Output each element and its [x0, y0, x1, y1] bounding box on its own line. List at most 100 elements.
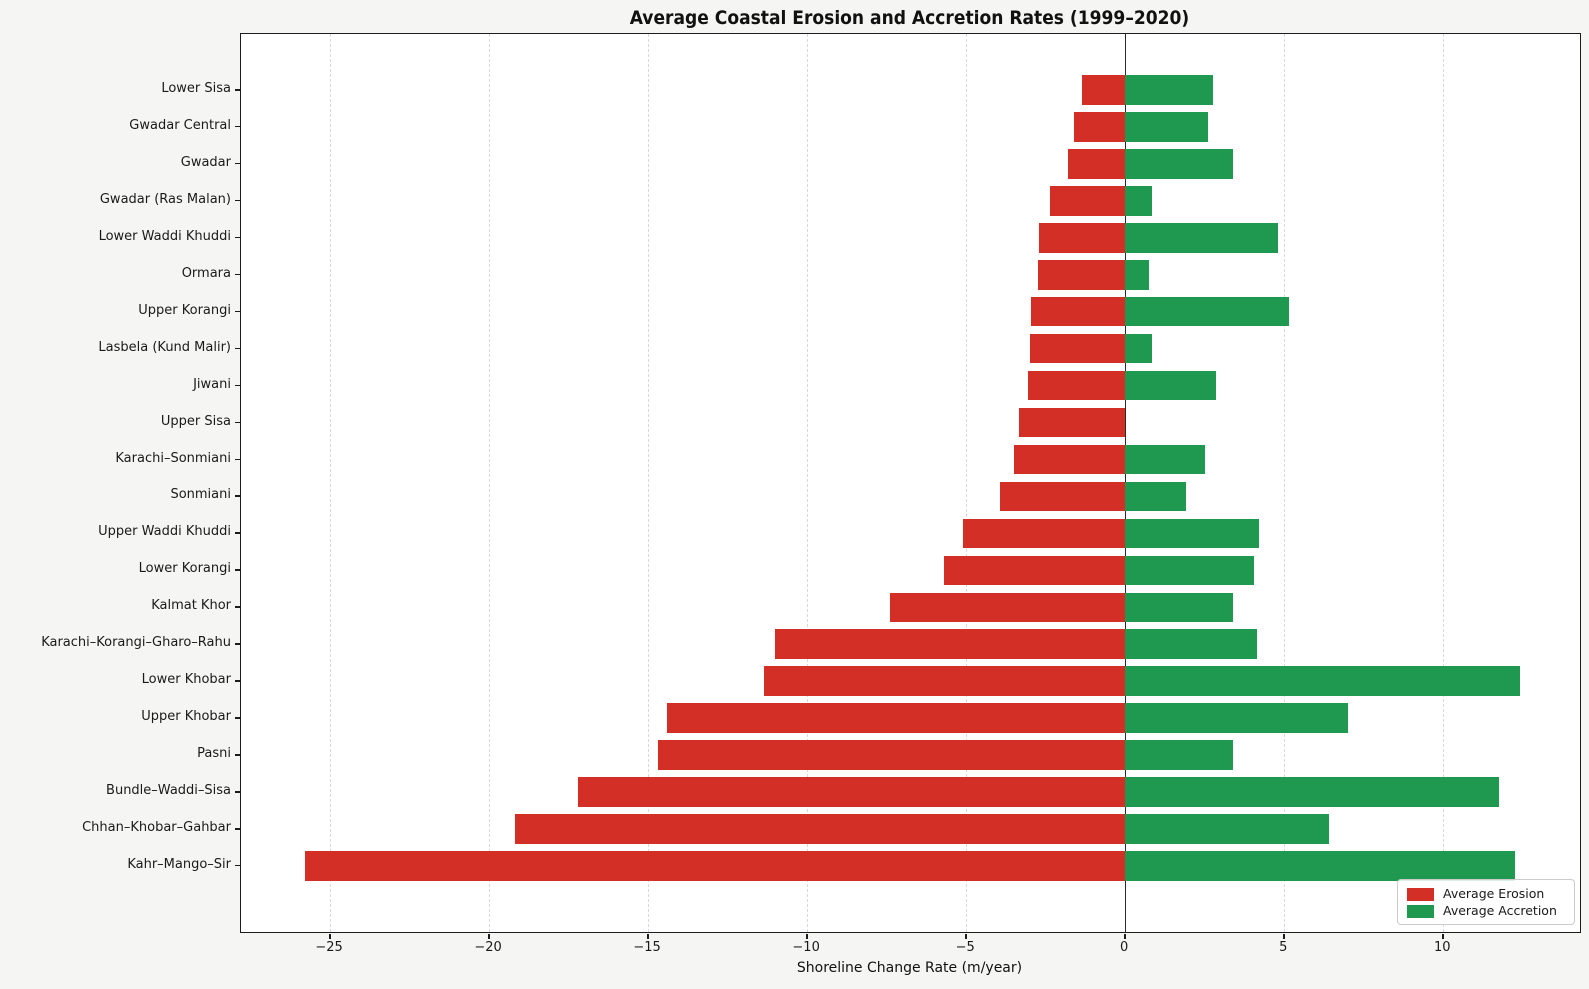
- accretion-bar: [1125, 814, 1329, 844]
- x-tick-mark: [1124, 934, 1126, 939]
- category-label: Jiwani: [193, 376, 231, 392]
- category-label: Chhan–Khobar–Gahbar: [82, 820, 231, 835]
- erosion-bar: [667, 703, 1126, 733]
- y-tick-mark: [235, 384, 240, 387]
- erosion-bar: [1082, 75, 1126, 105]
- x-tick-mark: [1283, 934, 1285, 939]
- erosion-bar: [1074, 112, 1126, 142]
- accretion-bar: [1125, 259, 1150, 290]
- accretion-bar: [1125, 149, 1234, 179]
- y-tick-mark: [235, 495, 240, 497]
- y-tick-mark: [235, 569, 240, 571]
- legend-label-erosion: Average Erosion: [1443, 886, 1545, 901]
- y-tick-mark: [235, 643, 240, 645]
- accretion-bar: [1125, 703, 1348, 733]
- erosion-bar: [1050, 186, 1126, 216]
- category-label: Upper Korangi: [138, 302, 231, 318]
- erosion-bar: [889, 592, 1126, 623]
- category-label: Lower Waddi Khuddi: [98, 228, 231, 244]
- plot-area: Average Erosion Average Accretion: [240, 33, 1581, 933]
- gridline: [1284, 34, 1286, 932]
- x-tick-label: −5: [955, 940, 975, 955]
- y-tick-mark: [235, 680, 240, 682]
- erosion-bar: [1037, 259, 1126, 290]
- x-tick-mark: [329, 934, 331, 939]
- erosion-bar: [1013, 444, 1126, 475]
- category-label: Kalmat Khor: [151, 598, 231, 614]
- category-label: Upper Sisa: [160, 413, 231, 429]
- accretion-bar: [1125, 518, 1259, 549]
- category-label: Lower Sisa: [161, 81, 231, 96]
- erosion-bar: [962, 518, 1126, 549]
- category-label: Kahr–Mango–Sir: [127, 856, 231, 872]
- accretion-bar: [1125, 296, 1289, 327]
- y-tick-mark: [235, 458, 240, 460]
- accretion-bar: [1125, 186, 1153, 216]
- legend: Average Erosion Average Accretion: [1397, 879, 1575, 925]
- category-label: Gwadar: [180, 154, 231, 170]
- y-tick-mark: [235, 532, 240, 534]
- accretion-bar: [1125, 740, 1234, 770]
- y-tick-mark: [235, 791, 240, 793]
- accretion-bar: [1125, 851, 1515, 881]
- gridline: [330, 34, 332, 932]
- accretion-bar: [1125, 629, 1258, 660]
- accretion-bar: [1125, 592, 1234, 623]
- category-label: Pasni: [197, 746, 231, 762]
- chart-title: Average Coastal Erosion and Accretion Ra…: [629, 7, 1190, 29]
- x-tick-label: 5: [1279, 940, 1288, 955]
- accretion-bar: [1125, 666, 1520, 696]
- category-label: Ormara: [181, 265, 231, 281]
- category-label: Bundle–Waddi–Sisa: [106, 783, 231, 799]
- y-tick-mark: [235, 273, 240, 276]
- erosion-bar: [304, 851, 1126, 881]
- category-label: Lower Khobar: [141, 672, 231, 688]
- x-tick-mark: [1442, 934, 1444, 939]
- accretion-bar: [1125, 481, 1186, 512]
- x-tick-label: −25: [315, 940, 343, 955]
- y-tick-mark: [235, 347, 240, 350]
- x-tick-label: 0: [1120, 940, 1129, 955]
- x-tick-mark: [488, 934, 490, 939]
- accretion-bar: [1125, 444, 1205, 475]
- gridline: [648, 34, 650, 932]
- accretion-bar: [1125, 555, 1254, 586]
- y-tick-mark: [235, 421, 240, 424]
- erosion-bar: [1029, 333, 1126, 364]
- accretion-swatch-icon: [1407, 904, 1434, 918]
- gridline: [966, 34, 968, 932]
- x-tick-mark: [806, 934, 808, 939]
- y-tick-mark: [235, 717, 240, 719]
- category-label: Karachi–Sonmiani: [115, 450, 231, 466]
- legend-label-accretion: Average Accretion: [1443, 903, 1557, 918]
- y-tick-mark: [235, 125, 240, 128]
- category-label: Upper Khobar: [141, 709, 231, 725]
- gridline: [489, 34, 491, 932]
- category-label: Karachi–Korangi–Gharo–Rahu: [41, 635, 231, 651]
- erosion-bar: [1039, 223, 1126, 253]
- y-tick-mark: [235, 864, 240, 867]
- erosion-swatch-icon: [1407, 887, 1434, 901]
- category-label: Lasbela (Kund Malir): [98, 339, 231, 355]
- erosion-bar: [1067, 149, 1126, 179]
- y-tick-mark: [235, 606, 240, 608]
- accretion-bar: [1125, 333, 1153, 364]
- accretion-bar: [1125, 777, 1499, 807]
- legend-item-erosion: Average Erosion: [1407, 886, 1565, 902]
- accretion-bar: [1125, 223, 1278, 253]
- erosion-bar: [943, 555, 1126, 586]
- erosion-bar: [775, 629, 1126, 660]
- y-tick-mark: [235, 236, 240, 239]
- accretion-bar: [1125, 112, 1208, 142]
- y-tick-mark: [235, 310, 240, 313]
- erosion-bar: [1031, 296, 1126, 327]
- erosion-bar: [1028, 370, 1126, 401]
- erosion-bar: [764, 666, 1126, 696]
- x-tick-label: −10: [792, 940, 820, 955]
- erosion-bar: [578, 777, 1126, 807]
- gridline: [1443, 34, 1445, 932]
- accretion-bar: [1125, 75, 1213, 105]
- y-tick-mark: [235, 828, 240, 830]
- erosion-bar: [999, 481, 1126, 512]
- category-label: Upper Waddi Khuddi: [98, 524, 231, 540]
